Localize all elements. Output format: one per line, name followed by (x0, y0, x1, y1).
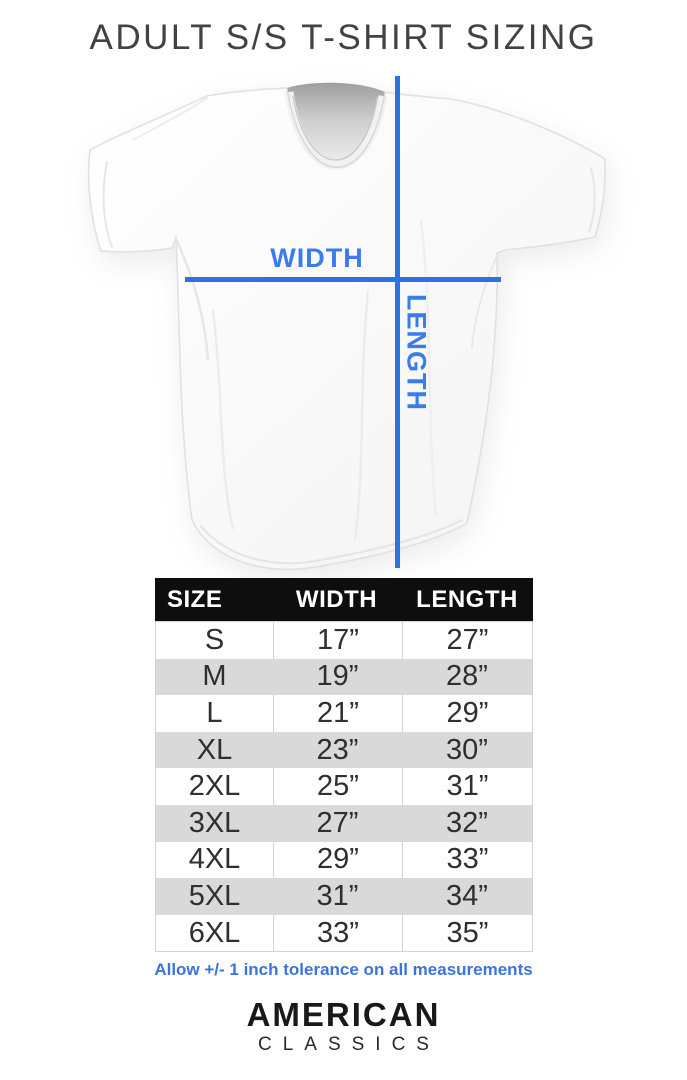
table-header: SIZE WIDTH LENGTH (155, 578, 533, 621)
table-row: 3XL 27” 32” (156, 804, 532, 842)
table-cell: 33” (273, 914, 402, 952)
table-row: L 21” 29” (156, 695, 532, 732)
table-cell: XL (196, 733, 233, 766)
header-cell-width: WIDTH (295, 585, 378, 613)
table-cell: 29” (273, 841, 402, 879)
table-cell: 27” (316, 806, 359, 839)
table-row: 4XL 29” 33” (156, 841, 532, 879)
table-cell: L (206, 696, 223, 729)
length-label: LENGTH (401, 294, 432, 411)
size-table: SIZE WIDTH LENGTH S 17” 27” M 19” 28” L 21” 29” X… (155, 578, 533, 953)
width-measure-line (185, 277, 501, 282)
tolerance-note: Allow +/- 1 inch tolerance on all measur… (154, 960, 533, 979)
table-row: 5XL 31” 34” (156, 878, 532, 915)
length-measure-line (395, 76, 400, 568)
table-cell: 6XL (188, 916, 241, 949)
table-row: 6XL 33” 35” (156, 914, 532, 952)
table-cell: 34” (446, 879, 488, 912)
table-row: 2XL 25” 31” (156, 768, 532, 805)
table-cell: 2XL (188, 770, 241, 803)
table-cell: 33” (402, 841, 532, 879)
table-cell: 35” (402, 914, 532, 952)
table-cell: 29” (402, 695, 532, 732)
brand-logo: AMERICAN CLASSICS (0, 996, 687, 1055)
page-title: ADULT S/S T-SHIRT SIZING (89, 18, 598, 57)
brand-name-secondary: CLASSICS (258, 1034, 440, 1055)
table-cell: 31” (316, 879, 359, 912)
brand-name-primary: AMERICAN (246, 996, 441, 1033)
tshirt-diagram: WIDTH LENGTH (63, 76, 623, 578)
table-cell: 3XL (188, 806, 241, 839)
table-cell: 32” (446, 806, 488, 839)
width-label: WIDTH (270, 243, 364, 273)
header-cell-length: LENGTH (416, 585, 518, 613)
table-row: M 19” 28” (156, 658, 532, 696)
table-cell: S (204, 623, 225, 656)
table-cell: 19” (316, 660, 359, 693)
table-cell: 27” (402, 622, 532, 659)
size-table-body: S 17” 27” M 19” 28” L 21” 29” XL 23” 30” 2XL 25” 31” 3X… (155, 621, 533, 953)
table-cell: 23” (316, 733, 359, 766)
table-cell: 30” (446, 733, 488, 766)
table-cell: 17” (273, 622, 402, 659)
table-cell: 21” (273, 695, 402, 732)
tshirt-graphic (87, 82, 606, 570)
table-cell: 4XL (188, 843, 241, 876)
table-cell: 5XL (188, 879, 241, 912)
table-row: XL 23” 30” (156, 731, 532, 769)
table-cell: M (202, 660, 227, 693)
table-cell: 25” (273, 768, 402, 805)
table-cell: 28” (446, 660, 488, 693)
table-cell: 31” (402, 768, 532, 805)
header-cell-size: SIZE (167, 585, 223, 613)
table-row: S 17” 27” (156, 622, 532, 659)
